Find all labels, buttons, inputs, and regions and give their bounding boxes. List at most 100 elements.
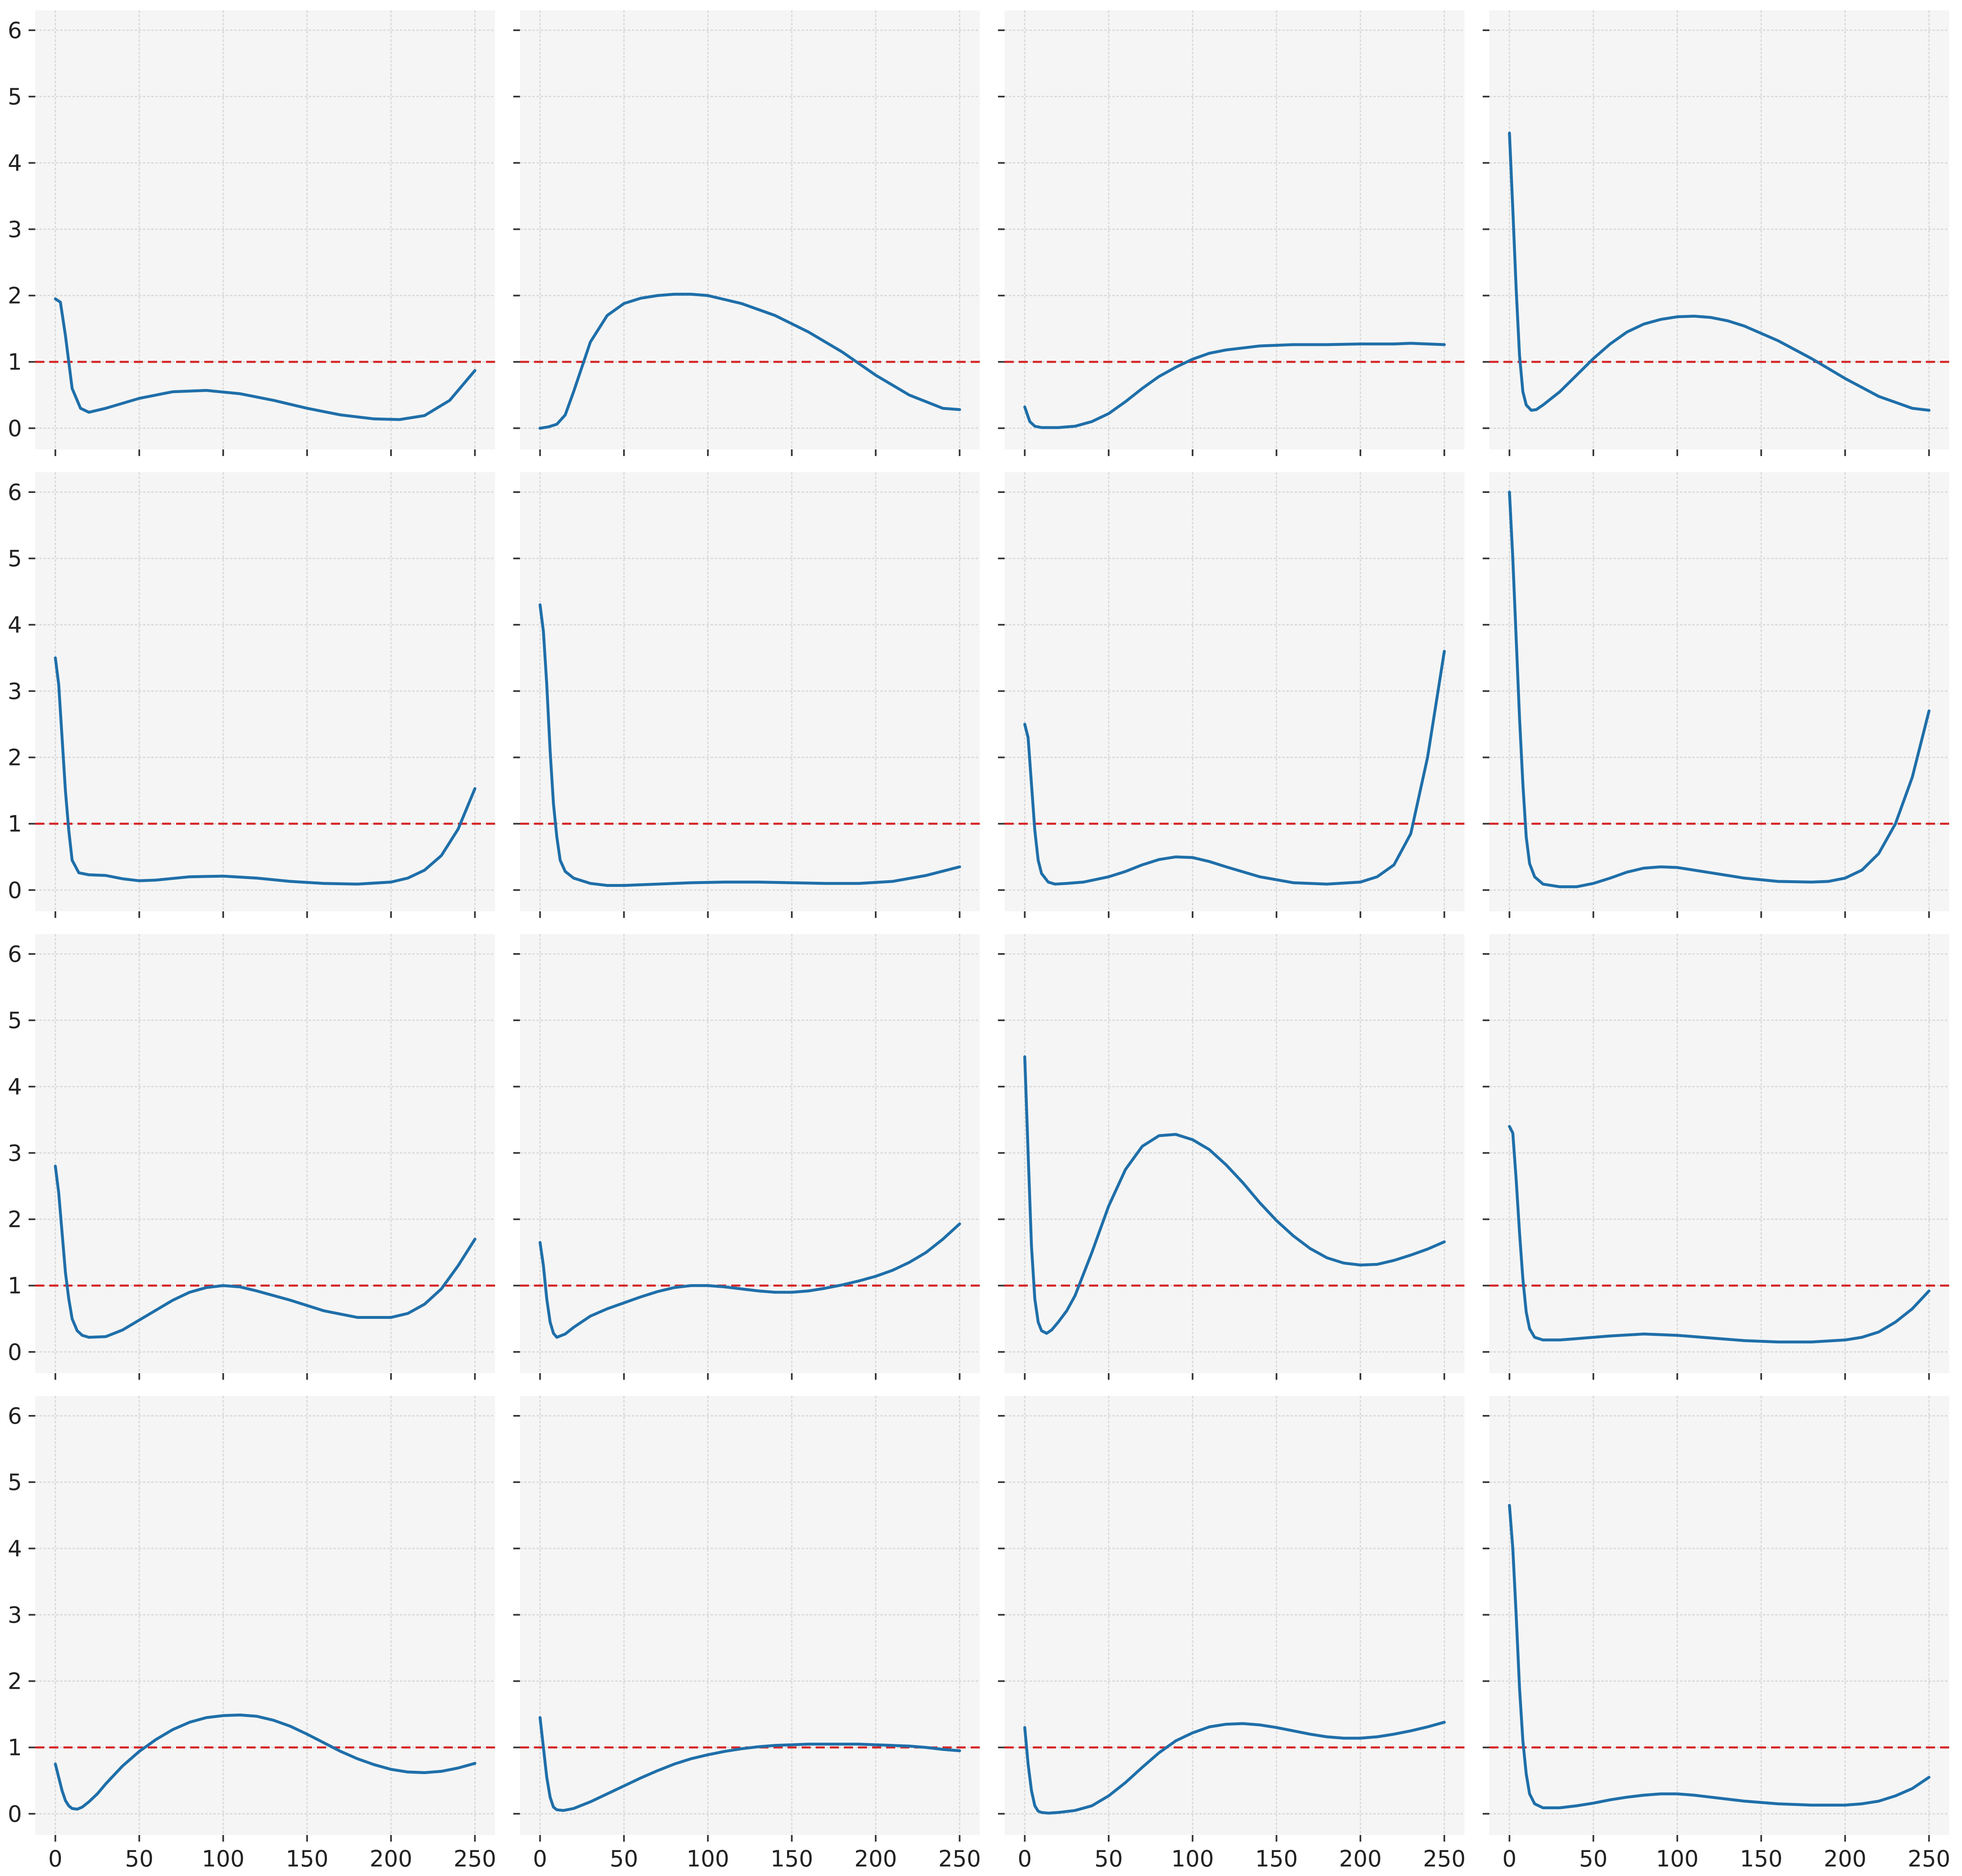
x-tick-label: 100 bbox=[686, 1846, 729, 1872]
y-tick-label: 0 bbox=[8, 1339, 22, 1365]
panel-r1-c3 bbox=[998, 10, 1464, 456]
panel-background bbox=[1489, 10, 1949, 449]
panel-background bbox=[520, 934, 980, 1373]
panel-background bbox=[520, 10, 980, 449]
panel-background bbox=[35, 1396, 495, 1835]
series-line bbox=[1508, 1125, 1931, 1344]
y-tick-label: 3 bbox=[8, 1140, 22, 1166]
y-tick-label: 3 bbox=[8, 678, 22, 704]
x-tick-label: 50 bbox=[1579, 1846, 1608, 1872]
y-tick-label: 3 bbox=[8, 216, 22, 242]
series-line bbox=[1508, 1504, 1931, 1809]
panel-background bbox=[520, 1396, 980, 1835]
panel-r3-c2 bbox=[513, 934, 980, 1380]
x-tick-label: 250 bbox=[454, 1846, 496, 1872]
x-tick-label: 0 bbox=[1502, 1846, 1516, 1872]
series-line bbox=[539, 1716, 961, 1812]
y-tick-label: 2 bbox=[8, 1668, 22, 1695]
x-tick-label: 150 bbox=[1740, 1846, 1783, 1872]
series-line bbox=[539, 292, 961, 430]
panel-background bbox=[35, 934, 495, 1373]
x-tick-label: 100 bbox=[1171, 1846, 1214, 1872]
panel-r1-c2 bbox=[513, 10, 980, 456]
series-line bbox=[1023, 342, 1446, 429]
y-tick-label: 2 bbox=[8, 283, 22, 309]
x-tick-label: 200 bbox=[1339, 1846, 1382, 1872]
panel-r1-c1: 0 1 2 3 4 5 6 bbox=[8, 10, 495, 456]
y-tick-label: 4 bbox=[8, 612, 22, 638]
y-tick-label: 5 bbox=[8, 1007, 22, 1033]
x-tick-label: 150 bbox=[771, 1846, 813, 1872]
series-line bbox=[1023, 1721, 1446, 1815]
y-tick-label: 1 bbox=[8, 811, 22, 837]
series-line bbox=[1508, 490, 1931, 889]
panel-r3-c4 bbox=[1483, 934, 1949, 1380]
y-tick-label: 4 bbox=[8, 150, 22, 176]
x-tick-label: 50 bbox=[1095, 1846, 1123, 1872]
panel-background bbox=[1489, 472, 1949, 911]
y-tick-label: 2 bbox=[8, 1207, 22, 1233]
x-tick-label: 250 bbox=[1423, 1846, 1466, 1872]
panel-r4-c2: 0 50 100 150 200 250 bbox=[513, 1396, 981, 1872]
series-line bbox=[54, 1713, 476, 1811]
x-tick-label: 0 bbox=[1017, 1846, 1032, 1872]
panel-background bbox=[1005, 934, 1464, 1373]
x-tick-label: 100 bbox=[1656, 1846, 1699, 1872]
x-tick-label: 50 bbox=[125, 1846, 154, 1872]
y-tick-label: 4 bbox=[8, 1536, 22, 1562]
y-tick-label: 0 bbox=[8, 877, 22, 903]
y-tick-label: 5 bbox=[8, 546, 22, 572]
y-tick-label: 3 bbox=[8, 1602, 22, 1628]
panel-r4-c3: 0 50 100 150 200 250 bbox=[998, 1396, 1466, 1872]
y-tick-label: 6 bbox=[8, 17, 22, 43]
x-tick-label: 200 bbox=[370, 1846, 412, 1872]
series-line bbox=[539, 603, 961, 887]
y-tick-label: 0 bbox=[8, 1801, 22, 1827]
panel-r1-c4 bbox=[1483, 10, 1949, 456]
series-line bbox=[54, 1164, 476, 1339]
x-tick-label: 150 bbox=[1255, 1846, 1298, 1872]
y-tick-label: 0 bbox=[8, 415, 22, 442]
panel-r2-c3 bbox=[998, 472, 1464, 918]
y-tick-label: 6 bbox=[8, 941, 22, 967]
series-line bbox=[54, 656, 476, 886]
panel-background bbox=[35, 10, 495, 449]
x-tick-label: 250 bbox=[938, 1846, 981, 1872]
x-tick-label: 150 bbox=[286, 1846, 329, 1872]
panel-r2-c2 bbox=[513, 472, 980, 918]
x-tick-label: 100 bbox=[202, 1846, 244, 1872]
panel-r2-c4 bbox=[1483, 472, 1949, 918]
x-tick-label: 200 bbox=[1824, 1846, 1866, 1872]
panel-background bbox=[1005, 1396, 1464, 1835]
panel-background bbox=[520, 472, 980, 911]
y-tick-label: 6 bbox=[8, 1403, 22, 1429]
y-tick-label: 4 bbox=[8, 1074, 22, 1100]
panel-background bbox=[1489, 1396, 1949, 1835]
x-tick-label: 0 bbox=[533, 1846, 547, 1872]
panel-background bbox=[1005, 10, 1464, 449]
x-tick-label: 250 bbox=[1908, 1846, 1950, 1872]
series-line bbox=[54, 297, 476, 421]
panel-background bbox=[1005, 472, 1464, 911]
y-tick-label: 5 bbox=[8, 84, 22, 110]
panel-r3-c1: 0 1 2 3 4 5 6 bbox=[8, 934, 495, 1380]
panel-r4-c4: 0 50 100 150 200 250 bbox=[1483, 1396, 1950, 1872]
series-line bbox=[1023, 649, 1446, 886]
x-tick-label: 200 bbox=[854, 1846, 897, 1872]
y-tick-label: 2 bbox=[8, 745, 22, 771]
panel-r3-c3 bbox=[998, 934, 1464, 1380]
panel-r2-c1: 0 1 2 3 4 5 6 bbox=[8, 472, 495, 918]
series-line bbox=[539, 1222, 961, 1339]
y-tick-label: 6 bbox=[8, 479, 22, 505]
x-tick-label: 50 bbox=[610, 1846, 638, 1872]
y-tick-label: 1 bbox=[8, 349, 22, 375]
series-line bbox=[1023, 1055, 1446, 1335]
panel-background bbox=[1489, 934, 1949, 1373]
x-tick-label: 0 bbox=[48, 1846, 62, 1872]
series-line bbox=[1508, 131, 1931, 412]
y-tick-label: 1 bbox=[8, 1735, 22, 1761]
panel-background bbox=[35, 472, 495, 911]
y-tick-label: 5 bbox=[8, 1469, 22, 1495]
y-tick-label: 1 bbox=[8, 1273, 22, 1299]
